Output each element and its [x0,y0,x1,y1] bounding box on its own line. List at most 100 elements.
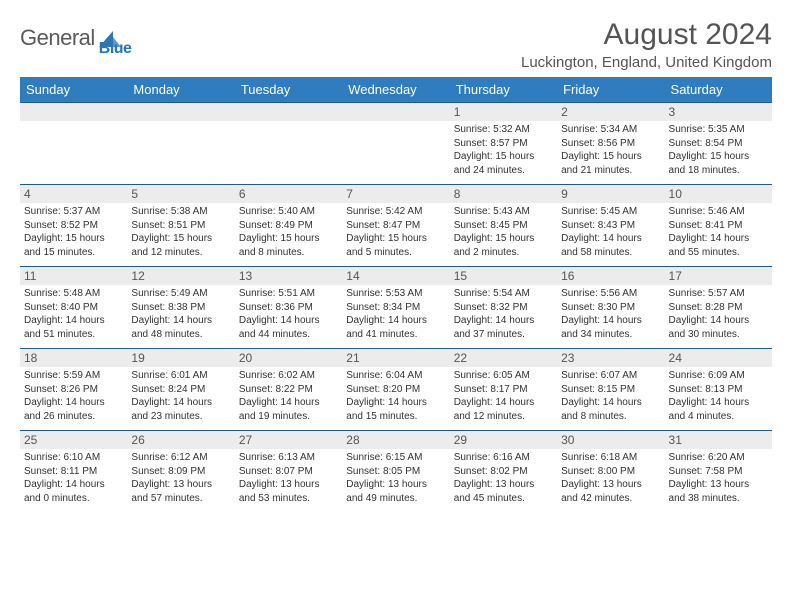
cell-body: Sunrise: 5:34 AMSunset: 8:56 PMDaylight:… [557,121,664,179]
cell-body: Sunrise: 5:43 AMSunset: 8:45 PMDaylight:… [450,203,557,261]
sunset-line: Sunset: 8:20 PM [346,383,445,397]
cell-body: Sunrise: 6:01 AMSunset: 8:24 PMDaylight:… [127,367,234,425]
sunrise-line: Sunrise: 5:59 AM [24,369,123,383]
day-header: Thursday [450,77,557,103]
day-number: 21 [342,349,449,367]
day-number: 4 [20,185,127,203]
sunrise-line: Sunrise: 6:16 AM [454,451,553,465]
daylight-line: Daylight: 14 hours and 44 minutes. [239,314,338,341]
calendar-cell: 30Sunrise: 6:18 AMSunset: 8:00 PMDayligh… [557,431,664,513]
day-number: 29 [450,431,557,449]
calendar-cell: 27Sunrise: 6:13 AMSunset: 8:07 PMDayligh… [235,431,342,513]
cell-body: Sunrise: 6:09 AMSunset: 8:13 PMDaylight:… [665,367,772,425]
day-number: 6 [235,185,342,203]
sunset-line: Sunset: 8:28 PM [669,301,768,315]
daylight-line: Daylight: 14 hours and 23 minutes. [131,396,230,423]
sunset-line: Sunset: 8:32 PM [454,301,553,315]
daylight-line: Daylight: 14 hours and 37 minutes. [454,314,553,341]
day-number [342,103,449,121]
daylight-line: Daylight: 15 hours and 21 minutes. [561,150,660,177]
daylight-line: Daylight: 14 hours and 30 minutes. [669,314,768,341]
calendar-cell: 12Sunrise: 5:49 AMSunset: 8:38 PMDayligh… [127,267,234,349]
day-number: 7 [342,185,449,203]
sunset-line: Sunset: 8:15 PM [561,383,660,397]
day-number: 16 [557,267,664,285]
sunrise-line: Sunrise: 5:54 AM [454,287,553,301]
day-number: 13 [235,267,342,285]
sunset-line: Sunset: 8:49 PM [239,219,338,233]
day-number: 3 [665,103,772,121]
calendar-cell: 6Sunrise: 5:40 AMSunset: 8:49 PMDaylight… [235,185,342,267]
calendar-week: 18Sunrise: 5:59 AMSunset: 8:26 PMDayligh… [20,349,772,431]
sunrise-line: Sunrise: 5:46 AM [669,205,768,219]
cell-body: Sunrise: 5:40 AMSunset: 8:49 PMDaylight:… [235,203,342,261]
day-number: 8 [450,185,557,203]
calendar-week: 1Sunrise: 5:32 AMSunset: 8:57 PMDaylight… [20,103,772,185]
day-number: 15 [450,267,557,285]
calendar-cell: 23Sunrise: 6:07 AMSunset: 8:15 PMDayligh… [557,349,664,431]
cell-body: Sunrise: 5:51 AMSunset: 8:36 PMDaylight:… [235,285,342,343]
daylight-line: Daylight: 15 hours and 5 minutes. [346,232,445,259]
daylight-line: Daylight: 15 hours and 24 minutes. [454,150,553,177]
day-header: Saturday [665,77,772,103]
daylight-line: Daylight: 15 hours and 15 minutes. [24,232,123,259]
calendar-cell [342,103,449,185]
day-number: 11 [20,267,127,285]
logo-text-general: General [20,25,95,51]
daylight-line: Daylight: 14 hours and 48 minutes. [131,314,230,341]
calendar-cell: 29Sunrise: 6:16 AMSunset: 8:02 PMDayligh… [450,431,557,513]
calendar-cell: 4Sunrise: 5:37 AMSunset: 8:52 PMDaylight… [20,185,127,267]
cell-body: Sunrise: 6:15 AMSunset: 8:05 PMDaylight:… [342,449,449,507]
day-number: 17 [665,267,772,285]
sunset-line: Sunset: 8:30 PM [561,301,660,315]
daylight-line: Daylight: 15 hours and 12 minutes. [131,232,230,259]
sunrise-line: Sunrise: 6:04 AM [346,369,445,383]
daylight-line: Daylight: 15 hours and 18 minutes. [669,150,768,177]
day-header: Friday [557,77,664,103]
sunrise-line: Sunrise: 6:05 AM [454,369,553,383]
calendar-cell: 20Sunrise: 6:02 AMSunset: 8:22 PMDayligh… [235,349,342,431]
calendar-cell: 7Sunrise: 5:42 AMSunset: 8:47 PMDaylight… [342,185,449,267]
daylight-line: Daylight: 14 hours and 34 minutes. [561,314,660,341]
sunrise-line: Sunrise: 6:18 AM [561,451,660,465]
calendar-cell: 3Sunrise: 5:35 AMSunset: 8:54 PMDaylight… [665,103,772,185]
day-number: 31 [665,431,772,449]
day-number: 2 [557,103,664,121]
sunrise-line: Sunrise: 6:09 AM [669,369,768,383]
daylight-line: Daylight: 14 hours and 51 minutes. [24,314,123,341]
sunrise-line: Sunrise: 5:42 AM [346,205,445,219]
cell-body: Sunrise: 5:48 AMSunset: 8:40 PMDaylight:… [20,285,127,343]
cell-body: Sunrise: 6:04 AMSunset: 8:20 PMDaylight:… [342,367,449,425]
location: Luckington, England, United Kingdom [521,54,772,71]
sunrise-line: Sunrise: 5:34 AM [561,123,660,137]
day-number [127,103,234,121]
cell-body: Sunrise: 5:42 AMSunset: 8:47 PMDaylight:… [342,203,449,261]
daylight-line: Daylight: 13 hours and 42 minutes. [561,478,660,505]
calendar-cell [127,103,234,185]
calendar-cell: 24Sunrise: 6:09 AMSunset: 8:13 PMDayligh… [665,349,772,431]
day-number: 30 [557,431,664,449]
calendar-cell: 8Sunrise: 5:43 AMSunset: 8:45 PMDaylight… [450,185,557,267]
sunset-line: Sunset: 8:54 PM [669,137,768,151]
sunset-line: Sunset: 8:40 PM [24,301,123,315]
cell-body: Sunrise: 5:49 AMSunset: 8:38 PMDaylight:… [127,285,234,343]
daylight-line: Daylight: 13 hours and 57 minutes. [131,478,230,505]
calendar-cell: 28Sunrise: 6:15 AMSunset: 8:05 PMDayligh… [342,431,449,513]
sunrise-line: Sunrise: 6:01 AM [131,369,230,383]
sunset-line: Sunset: 8:00 PM [561,465,660,479]
day-number [235,103,342,121]
sunset-line: Sunset: 8:51 PM [131,219,230,233]
calendar-table: SundayMondayTuesdayWednesdayThursdayFrid… [20,77,772,513]
cell-body: Sunrise: 5:35 AMSunset: 8:54 PMDaylight:… [665,121,772,179]
cell-body: Sunrise: 6:18 AMSunset: 8:00 PMDaylight:… [557,449,664,507]
sunrise-line: Sunrise: 5:48 AM [24,287,123,301]
calendar-cell: 17Sunrise: 5:57 AMSunset: 8:28 PMDayligh… [665,267,772,349]
daylight-line: Daylight: 15 hours and 2 minutes. [454,232,553,259]
day-number: 1 [450,103,557,121]
sunrise-line: Sunrise: 5:35 AM [669,123,768,137]
sunrise-line: Sunrise: 6:20 AM [669,451,768,465]
cell-body: Sunrise: 5:54 AMSunset: 8:32 PMDaylight:… [450,285,557,343]
sunset-line: Sunset: 8:05 PM [346,465,445,479]
calendar-cell: 9Sunrise: 5:45 AMSunset: 8:43 PMDaylight… [557,185,664,267]
cell-body: Sunrise: 6:02 AMSunset: 8:22 PMDaylight:… [235,367,342,425]
